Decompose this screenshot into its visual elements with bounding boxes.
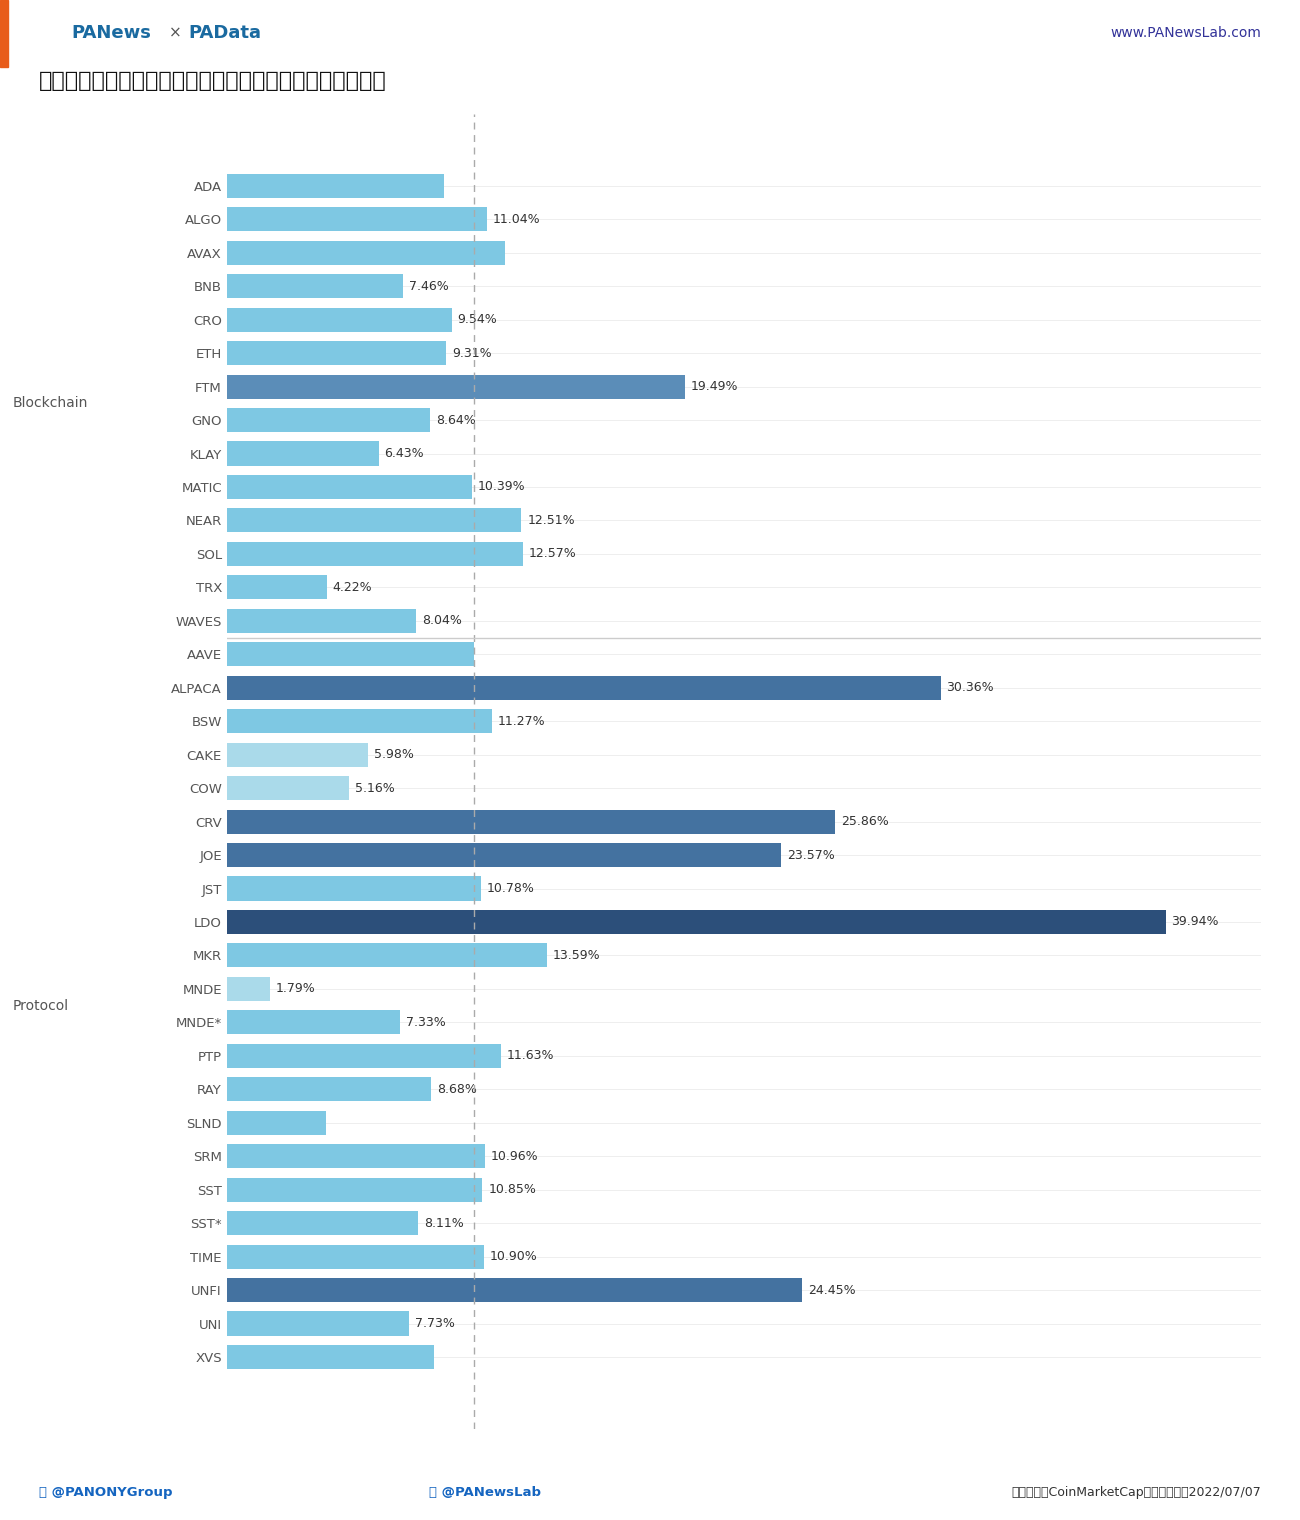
Bar [227, 676, 941, 699]
Bar [227, 1111, 326, 1135]
Text: 4.22%: 4.22% [333, 581, 372, 594]
Text: 25.86%: 25.86% [841, 815, 888, 828]
Text: 7.73%: 7.73% [415, 1316, 455, 1330]
Text: 6.43%: 6.43% [385, 447, 424, 461]
Bar [227, 810, 835, 833]
Text: PANews: PANews [72, 24, 151, 43]
Text: 7.33%: 7.33% [406, 1015, 446, 1029]
Text: 8.04%: 8.04% [422, 614, 461, 628]
Bar [227, 374, 685, 398]
Bar [227, 743, 368, 766]
Bar [0, 0, 8, 67]
Bar [227, 1345, 434, 1370]
Text: ×: × [169, 26, 182, 41]
Bar [227, 977, 269, 1002]
Bar [227, 1011, 399, 1035]
Bar [227, 1044, 500, 1069]
Text: 11.63%: 11.63% [507, 1049, 554, 1062]
Bar [227, 1312, 410, 1336]
Bar [227, 173, 443, 198]
Bar [227, 575, 326, 599]
Bar [227, 710, 493, 733]
Text: 10.96%: 10.96% [491, 1149, 538, 1163]
Bar [227, 508, 521, 532]
Bar [227, 274, 403, 298]
Bar [227, 844, 781, 866]
Text: 19.49%: 19.49% [692, 380, 738, 394]
Bar [227, 1145, 485, 1169]
Text: 5.98%: 5.98% [374, 748, 413, 762]
Bar [227, 643, 474, 666]
Bar [227, 910, 1166, 933]
Bar [227, 777, 348, 800]
Text: 10.39%: 10.39% [477, 480, 525, 494]
Text: 8.68%: 8.68% [437, 1082, 477, 1096]
Text: 9.31%: 9.31% [452, 347, 491, 360]
Text: 11.04%: 11.04% [493, 213, 541, 226]
Text: 12.51%: 12.51% [528, 514, 575, 527]
Text: 39.94%: 39.94% [1171, 915, 1219, 929]
Text: 1.79%: 1.79% [276, 982, 315, 996]
Bar [227, 1078, 432, 1102]
Text: 数据来源：CoinMarketCap；统计时间：2022/07/07: 数据来源：CoinMarketCap；统计时间：2022/07/07 [1011, 1487, 1261, 1499]
Text: Protocol: Protocol [13, 999, 69, 1012]
Bar [227, 944, 547, 968]
Text: 🐦 @PANewsLab: 🐦 @PANewsLab [429, 1487, 541, 1499]
Bar [227, 441, 378, 465]
Text: 24.45%: 24.45% [807, 1283, 855, 1297]
Bar [227, 307, 451, 331]
Text: 10.85%: 10.85% [489, 1183, 536, 1196]
Bar [227, 474, 472, 499]
Bar [227, 340, 446, 365]
Bar [227, 1211, 419, 1236]
Bar [227, 407, 430, 432]
Text: 9.54%: 9.54% [458, 313, 497, 327]
Text: 7.46%: 7.46% [408, 280, 448, 293]
Bar [227, 877, 481, 900]
Text: 30.36%: 30.36% [946, 681, 994, 695]
Text: 🐦 @PANONYGroup: 🐦 @PANONYGroup [39, 1487, 173, 1499]
Text: Blockchain: Blockchain [13, 397, 88, 410]
Text: 23.57%: 23.57% [786, 848, 835, 862]
Text: 10.90%: 10.90% [489, 1249, 537, 1263]
Text: 13.59%: 13.59% [552, 948, 601, 962]
Bar [227, 1278, 802, 1303]
Text: 12.57%: 12.57% [529, 547, 576, 561]
Bar [227, 610, 416, 632]
Text: 主要公链代币和主要协议代币今年以来的日均最大振幅概况: 主要公链代币和主要协议代币今年以来的日均最大振幅概况 [39, 71, 387, 91]
Text: 5.16%: 5.16% [355, 781, 394, 795]
Text: 8.64%: 8.64% [437, 413, 476, 427]
Bar [227, 240, 504, 264]
Text: 10.78%: 10.78% [486, 882, 534, 895]
Text: 11.27%: 11.27% [498, 714, 546, 728]
Bar [227, 1178, 482, 1202]
Bar [227, 207, 486, 231]
Text: www.PANewsLab.com: www.PANewsLab.com [1110, 26, 1261, 41]
Bar [227, 1245, 484, 1269]
Text: 8.11%: 8.11% [424, 1216, 464, 1230]
Bar [227, 541, 523, 565]
Text: PAData: PAData [188, 24, 261, 43]
